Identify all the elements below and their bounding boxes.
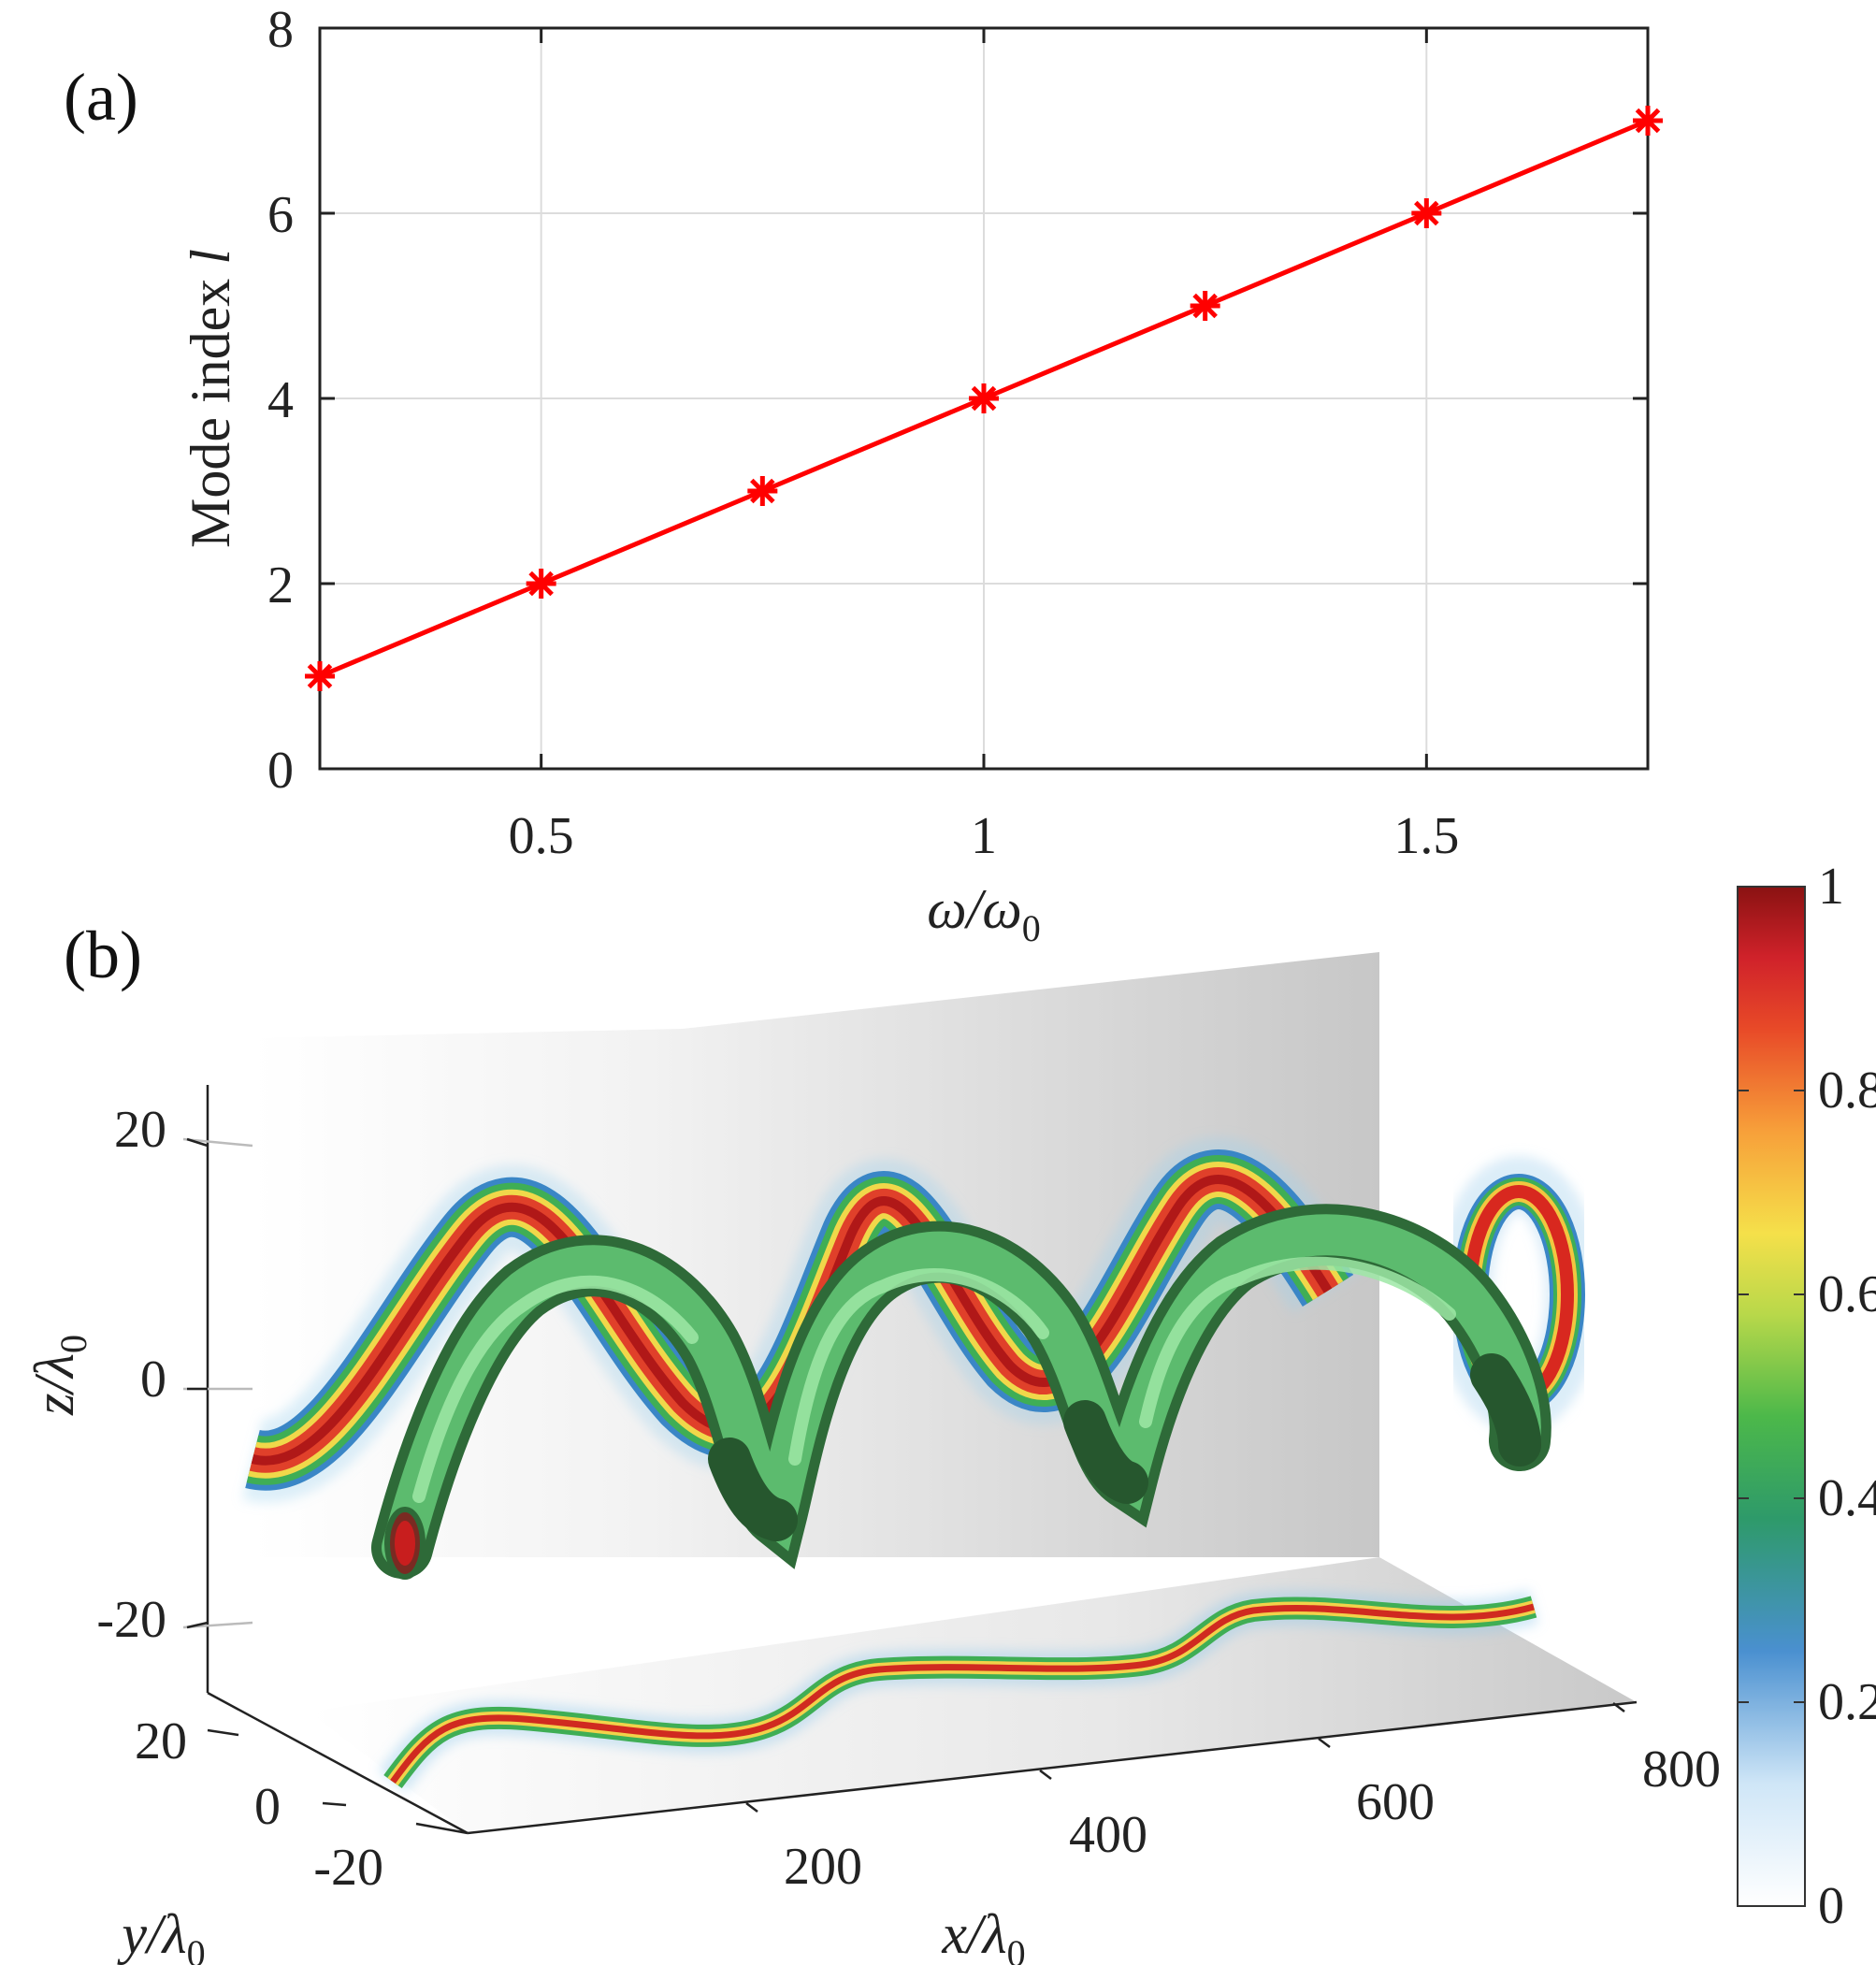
data-point-marker: [526, 569, 556, 599]
x-tick-label: 1.5: [1393, 807, 1459, 865]
z-axis-ticks: 20 0 -20: [96, 1101, 166, 1649]
y-tick-label: 20: [135, 1712, 187, 1770]
data-point-marker: [747, 476, 778, 506]
y-tick-label: 8: [267, 1, 294, 59]
x-axis-label: x/λ0: [941, 1903, 1025, 1965]
z-tick-label: 20: [114, 1101, 166, 1159]
x-axis-ticks: 0.5 1 1.5: [509, 28, 1459, 865]
x-tick-label: 0.5: [509, 807, 574, 865]
y-axis-ticks: 20 0 -20: [135, 1712, 383, 1897]
y-axis-label: y/λ0: [116, 1903, 205, 1965]
xy-projection-plane: [309, 1557, 1637, 1833]
colorbar-tick-label: 0.2: [1818, 1673, 1876, 1731]
panel-a: (a) 0.5 1 1.5 0 2 4 6 8 ω/ω0 Mode index l: [64, 1, 1663, 949]
y-tick-label: 6: [267, 186, 294, 244]
x-axis-ticks: 200 400 600 800: [784, 1741, 1721, 1896]
colorbar-ticks: 0 0.2 0.4 0.6 0.8 1: [1738, 858, 1876, 1935]
colorbar-tick-label: 0.8: [1818, 1062, 1876, 1120]
z-axis: [182, 1085, 1638, 1835]
y-axis-ticks: 0 2 4 6 8: [267, 1, 1648, 800]
y-axis-label: Mode index l: [180, 249, 241, 548]
x-axis-label: ω/ω0: [927, 878, 1040, 949]
panel-b: (b): [23, 858, 1876, 1965]
xz-intensity-band: [242, 1137, 1364, 1503]
z-tick-label: 0: [140, 1351, 166, 1409]
z-tick-label: -20: [96, 1591, 166, 1649]
x-tick-label: 400: [1069, 1806, 1147, 1864]
data-point-marker: [1190, 291, 1220, 321]
panel-a-label: (a): [64, 60, 138, 135]
colorbar-tick-label: 0: [1818, 1877, 1844, 1935]
data-point-marker: [1411, 198, 1442, 228]
z-axis-label: z/λ0: [23, 1335, 94, 1416]
colorbar-tick-label: 1: [1818, 858, 1844, 916]
x-tick-label: 800: [1642, 1741, 1721, 1799]
series-mode-index: [305, 106, 1663, 691]
y-tick-label: 0: [267, 742, 294, 800]
y-tick-label: 2: [267, 556, 294, 614]
data-point-marker: [969, 383, 999, 413]
data-point-marker: [1633, 106, 1663, 136]
x-tick-label: 1: [971, 807, 997, 865]
xy-intensity-band: [378, 1589, 1539, 1793]
x-tick-label: 200: [784, 1838, 862, 1896]
y-tick-label: -20: [313, 1839, 383, 1897]
panel-b-label: (b): [64, 917, 142, 992]
x-tick-label: 600: [1356, 1773, 1435, 1831]
y-tick-label: 4: [267, 371, 294, 429]
colorbar: [1737, 886, 1806, 1907]
data-point-marker: [305, 661, 335, 691]
colorbar-tick-label: 0.6: [1818, 1265, 1876, 1323]
helix-isosurface: [371, 1204, 1551, 1580]
y-tick-label: 0: [254, 1778, 281, 1836]
colorbar-tick-label: 0.4: [1818, 1469, 1876, 1527]
